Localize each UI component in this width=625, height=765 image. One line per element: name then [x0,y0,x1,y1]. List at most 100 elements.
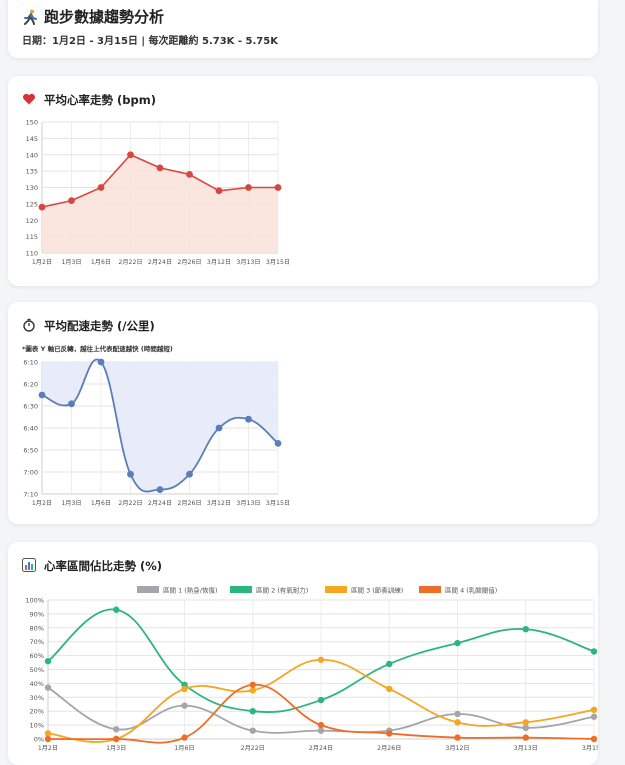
page-title-text: 跑步數據趨勢分析 [44,8,165,26]
pace-axis-note: *圖表 Y 軸已反轉，越往上代表配速越快 (時間越短) [22,345,173,353]
zone-y-tick-label: 0% [34,736,44,744]
zone-data-point [181,685,188,693]
zone-data-point [249,708,256,715]
hr-data-point [215,187,223,195]
hr-data-point [127,151,134,159]
heart-rate-title: 平均心率走勢 (bpm) [22,92,156,108]
hr-y-tick-label: 130 [26,184,38,192]
zone-data-point [249,727,256,734]
pace-x-tick-label: 1月3日 [61,500,81,507]
header-card: 跑步數據趨勢分析 日期：1月2日 - 3月15日 | 每次距離約 5.73K -… [8,0,598,58]
zone-data-point [386,730,393,737]
zone-data-point [522,724,529,732]
pace-x-tick-label: 2月24日 [148,500,172,507]
zone-y-tick-label: 50% [30,666,44,674]
zone-x-tick-label: 3月13日 [514,745,538,752]
hr-y-tick-label: 125 [26,200,38,208]
hr-x-tick-label: 2月22日 [118,259,142,266]
zone-data-point [386,660,393,668]
hr-data-point [68,197,75,204]
zone-data-point [181,702,188,709]
zone-card: 心率區間佔比走勢 (%) 100% 90% 80% 70% 60% 50% 40% 30% 20… [8,542,598,765]
hr-data-point [97,184,105,191]
zone-data-point [44,730,52,737]
legend-swatch [325,586,347,593]
zone-x-tick-label: 2月22日 [241,745,265,752]
hr-x-tick-label: 2月24日 [148,259,172,266]
pace-y-tick-label: 6:30 [23,403,38,411]
pace-x-tick-label: 2月26日 [177,500,201,507]
zone-x-tick-label: 3月12日 [445,745,469,752]
zone-data-point [522,734,529,741]
hr-x-tick-label: 1月3日 [61,259,81,266]
hr-data-point [186,171,193,178]
pace-x-tick-label: 1月6日 [91,500,111,507]
zone-data-point [317,696,325,704]
pace-title: 平均配速走勢 (/公里) [22,318,155,334]
hr-y-tick-label: 145 [26,135,38,143]
runner-icon [22,9,38,25]
legend-label: 區間 3 (節奏訓練) [351,586,403,595]
pace-card: 平均配速走勢 (/公里) *圖表 Y 軸已反轉，越往上代表配速越快 (時間越短)… [8,302,598,524]
heart-icon [22,92,38,108]
zone-data-point [590,713,598,720]
pace-data-point [38,391,46,399]
hr-y-tick-label: 110 [26,250,38,258]
pace-y-tick-label: 7:10 [23,491,38,499]
zone-title-text: 心率區間佔比走勢 (%) [44,559,163,573]
pace-data-point [215,424,223,432]
hr-data-point [245,184,252,191]
hr-y-tick-label: 140 [26,151,38,159]
zone-data-point [113,735,120,743]
hr-x-tick-label: 3月15日 [266,259,290,266]
pace-data-point [127,470,134,478]
zone-data-point [317,727,325,734]
pace-series-line [41,358,279,493]
hr-x-tick-label: 3月13日 [236,259,260,266]
hr-y-tick-label: 120 [26,217,38,225]
pace-area-fill [42,359,278,492]
zone-title: 心率區間佔比走勢 (%) [22,558,162,574]
zone-x-tick-label: 2月24日 [309,745,333,752]
zone-x-tick-label: 1月3日 [106,745,126,752]
zone-y-tick-label: 90% [30,610,44,618]
zone-data-point [44,735,52,743]
legend-swatch [230,586,252,593]
pace-x-tick-label: 3月12日 [207,500,231,507]
pace-y-tick-label: 6:50 [23,447,38,455]
hr-y-tick-label: 150 [26,119,38,127]
zone-y-tick-label: 40% [30,680,44,688]
stopwatch-icon [22,318,38,334]
pace-data-point [186,470,193,478]
legend-swatch [137,586,159,593]
pace-title-text: 平均配速走勢 (/公里) [44,319,155,333]
pace-x-tick-label: 3月15日 [266,500,290,507]
pace-data-point [274,440,282,447]
zone-data-point [522,625,529,633]
zone-data-point [113,606,120,613]
zone-x-tick-label: 2月26日 [377,745,401,752]
zone-data-point [44,684,52,691]
zone-data-point [113,726,120,733]
hr-data-point [38,203,46,211]
pace-y-tick-label: 6:40 [23,425,38,433]
pace-y-tick-label: 6:20 [23,381,38,389]
zone-data-point [590,648,598,655]
zone-chart: 100% 90% 80% 70% 60% 50% 40% 30% 20% 10% 0%1月2日 1月3… [25,586,598,753]
hr-x-tick-label: 2月26日 [177,259,201,266]
pace-y-tick-label: 7:00 [23,469,38,477]
pace-data-point [68,400,75,408]
zone-y-tick-label: 30% [30,694,44,702]
zone-series-line [47,608,595,714]
zone-y-tick-label: 100% [25,597,44,605]
date-range-subtitle: 日期：1月2日 - 3月15日 | 每次距離約 5.73K - 5.75K [22,36,278,47]
zone-y-tick-label: 60% [30,652,44,660]
zone-y-tick-label: 80% [30,624,44,632]
zone-data-point [44,657,52,665]
zone-y-tick-label: 10% [30,722,44,730]
bar-chart-icon [22,558,38,574]
zone-data-point [249,687,256,694]
hr-x-tick-label: 1月6日 [91,259,111,266]
legend-label: 區間 4 (乳酸閾值) [445,586,497,595]
